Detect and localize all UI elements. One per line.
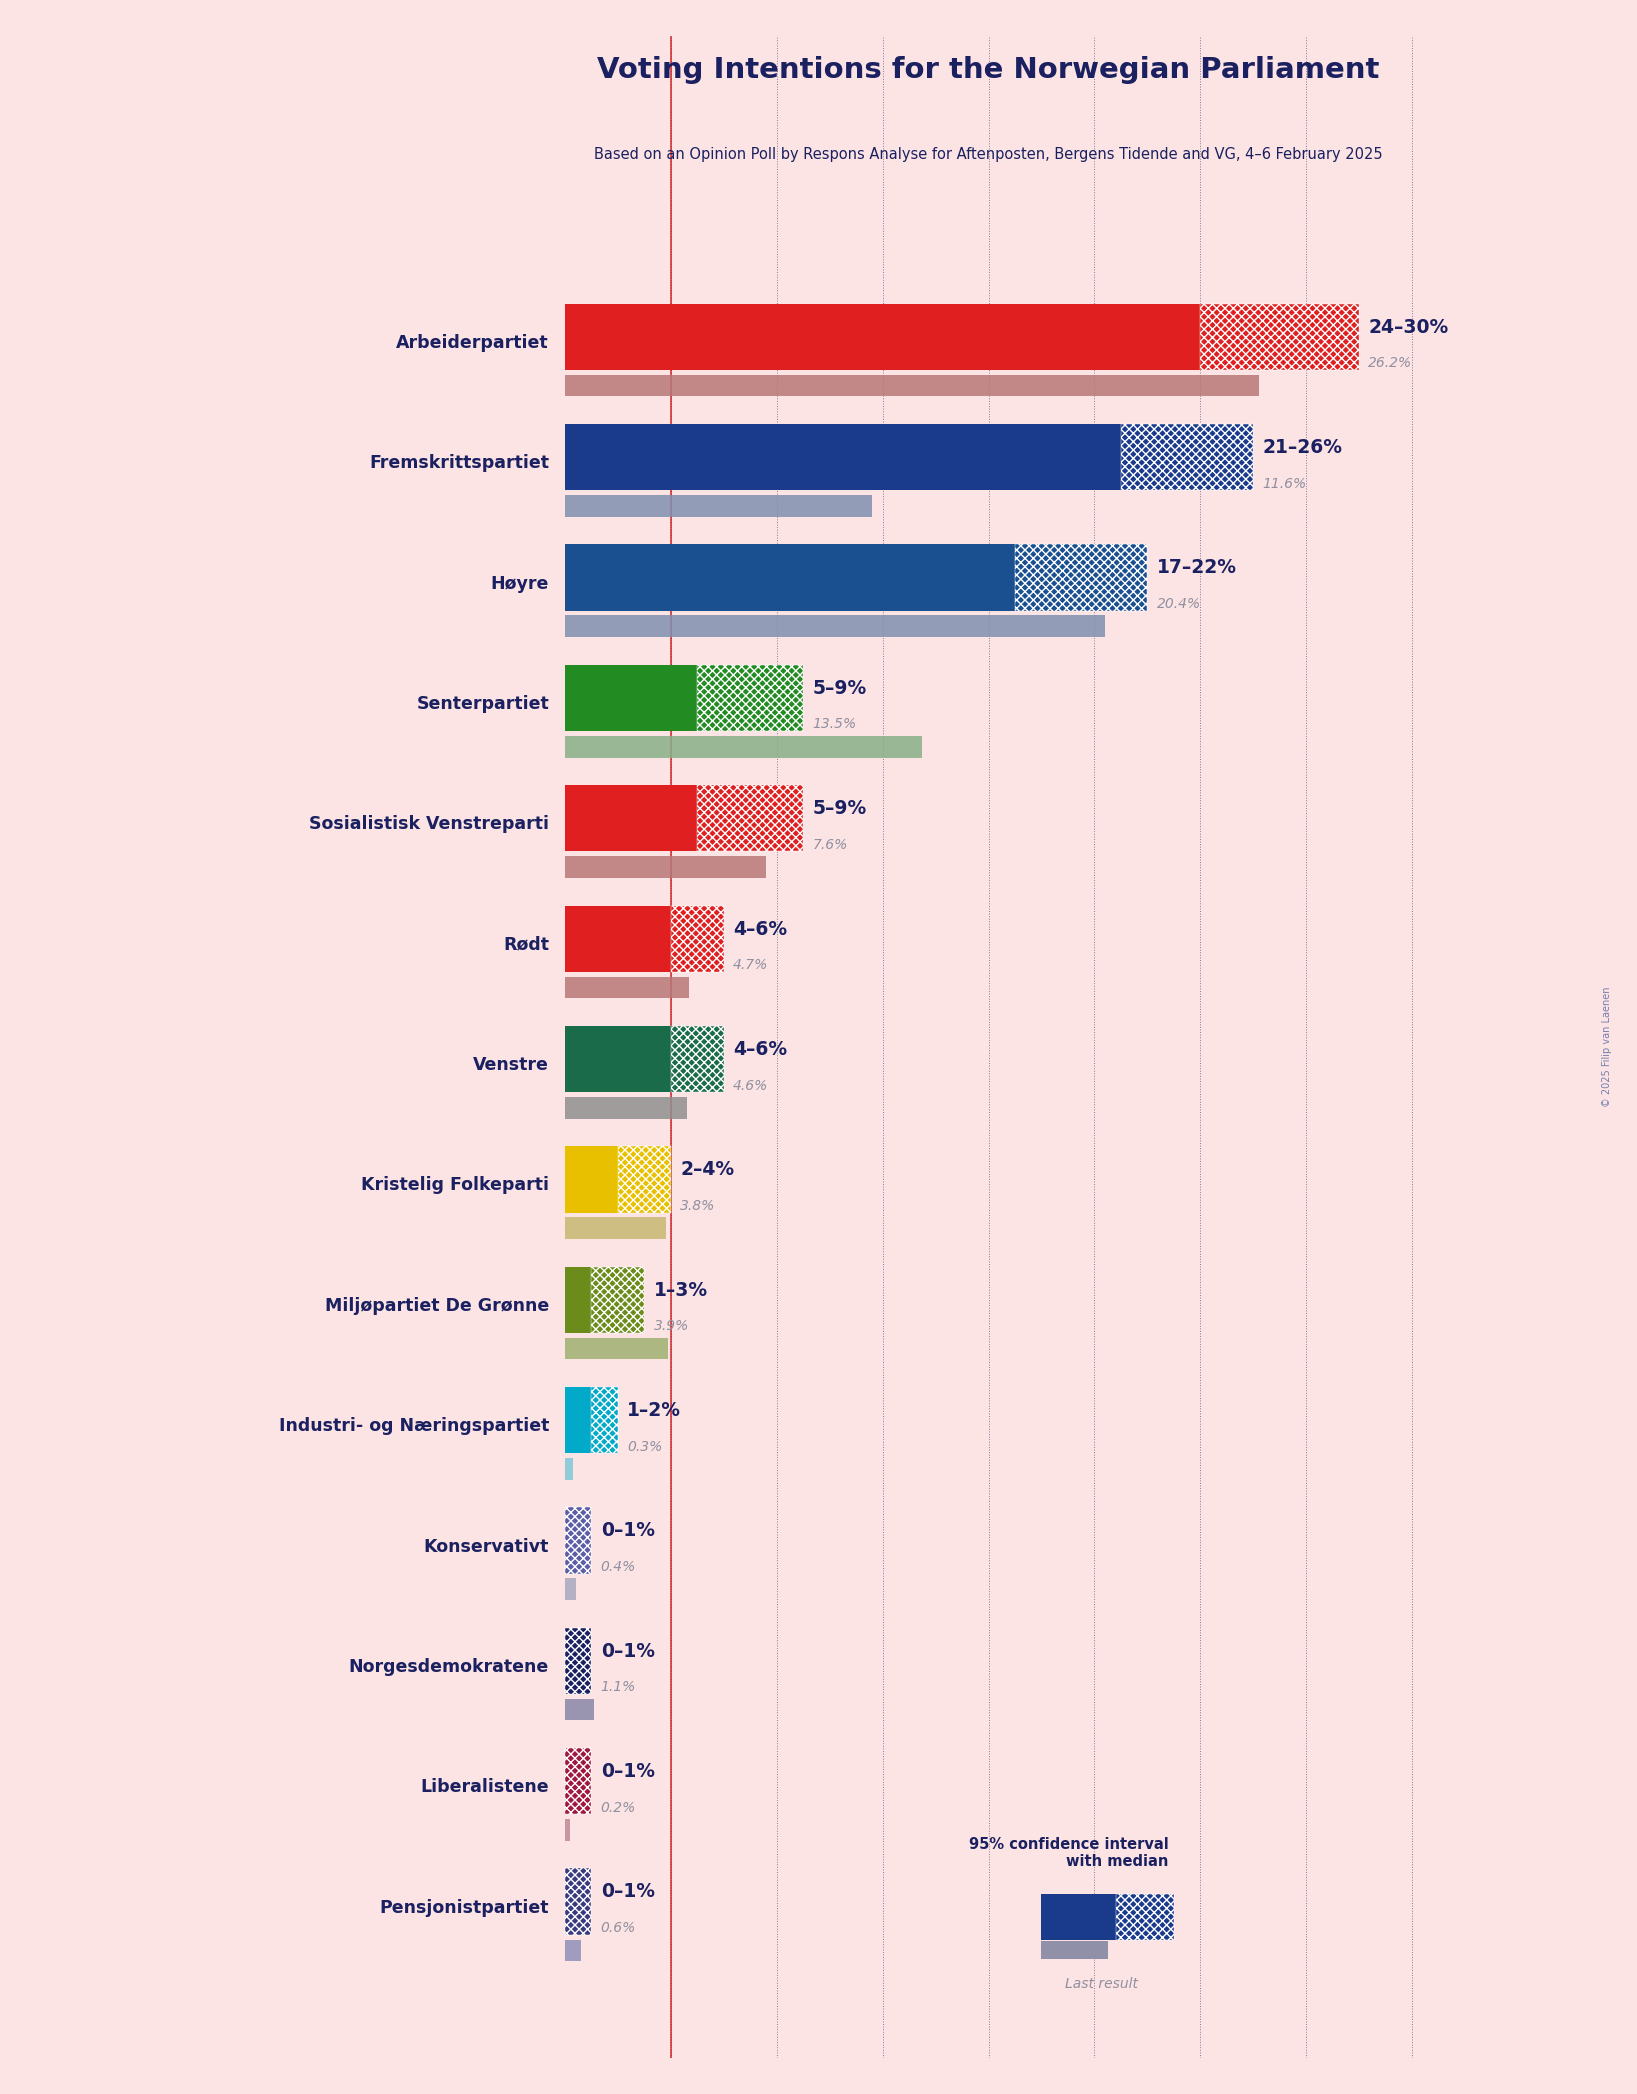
Text: Liberalistene: Liberalistene [421, 1778, 548, 1797]
Bar [565, 1508, 591, 1573]
Text: 5–9%: 5–9% [812, 800, 866, 819]
Text: Based on an Opinion Poll by Respons Analyse for Aftenposten, Bergens Tidende and: Based on an Opinion Poll by Respons Anal… [594, 147, 1383, 163]
Text: 1–3%: 1–3% [653, 1282, 707, 1300]
Bar [565, 1868, 591, 1935]
Text: 24–30%: 24–30% [1369, 318, 1449, 337]
Text: 3.8%: 3.8% [679, 1200, 715, 1212]
Bar [565, 735, 922, 758]
Text: 4–6%: 4–6% [733, 919, 787, 938]
Bar [565, 1097, 686, 1118]
Text: 95% confidence interval
with median: 95% confidence interval with median [969, 1836, 1169, 1870]
Text: 0.4%: 0.4% [601, 1560, 635, 1575]
Text: 5–9%: 5–9% [812, 678, 866, 697]
Bar [565, 1820, 570, 1841]
Text: Pensjonistpartiet: Pensjonistpartiet [380, 1899, 548, 1916]
Bar [565, 1698, 594, 1721]
Text: Kristelig Folkeparti: Kristelig Folkeparti [362, 1177, 548, 1194]
Bar [565, 976, 689, 999]
Bar [565, 544, 1015, 611]
Bar [1041, 1941, 1108, 1958]
Text: Miljøpartiet De Grønne: Miljøpartiet De Grønne [324, 1296, 548, 1315]
Text: 0–1%: 0–1% [601, 1883, 655, 1901]
Bar [565, 1457, 573, 1480]
Bar [671, 905, 724, 972]
Bar [565, 1338, 668, 1359]
Text: 3.9%: 3.9% [653, 1319, 689, 1334]
Text: 7.6%: 7.6% [812, 838, 848, 852]
Text: Venstre: Venstre [473, 1055, 548, 1074]
Text: 0–1%: 0–1% [601, 1522, 655, 1541]
Bar [565, 425, 1121, 490]
Text: Konservativt: Konservativt [424, 1537, 548, 1556]
Text: Senterpartiet: Senterpartiet [416, 695, 548, 712]
Bar [565, 1939, 581, 1962]
Bar [591, 1267, 645, 1334]
Bar [565, 1627, 591, 1694]
Text: Sosialistisk Venstreparti: Sosialistisk Venstreparti [309, 815, 548, 833]
Text: Arbeiderpartiet: Arbeiderpartiet [396, 333, 548, 352]
Bar [1115, 1895, 1174, 1941]
Bar [565, 1748, 591, 1813]
Bar [565, 785, 697, 852]
Bar [1200, 304, 1359, 371]
Bar [565, 664, 697, 731]
Bar [565, 1145, 617, 1212]
Text: © 2025 Filip van Laenen: © 2025 Filip van Laenen [1603, 986, 1612, 1108]
Text: 2–4%: 2–4% [679, 1160, 735, 1179]
Text: Fremskrittspartiet: Fremskrittspartiet [368, 454, 548, 473]
Text: 20.4%: 20.4% [1157, 597, 1202, 611]
Text: 0–1%: 0–1% [601, 1761, 655, 1782]
Bar [697, 785, 804, 852]
Text: 1.1%: 1.1% [601, 1679, 635, 1694]
Text: 0.3%: 0.3% [627, 1439, 663, 1453]
Bar [565, 1217, 666, 1240]
Text: Rødt: Rødt [503, 936, 548, 953]
Text: 21–26%: 21–26% [1262, 438, 1342, 456]
Bar [565, 616, 1105, 637]
Bar [697, 664, 804, 731]
Text: 0–1%: 0–1% [601, 1642, 655, 1661]
Bar [565, 856, 766, 877]
Text: 4.6%: 4.6% [733, 1078, 768, 1093]
Bar [1015, 544, 1148, 611]
Bar [565, 905, 671, 972]
Text: 0.2%: 0.2% [601, 1801, 635, 1815]
Text: 4–6%: 4–6% [733, 1041, 787, 1060]
Text: 4.7%: 4.7% [733, 959, 768, 972]
Bar [671, 1026, 724, 1093]
Bar [565, 1386, 591, 1453]
Text: 11.6%: 11.6% [1262, 477, 1306, 490]
Bar [565, 1267, 591, 1334]
Bar [617, 1145, 671, 1212]
Text: Last result: Last result [1064, 1977, 1138, 1991]
Bar [591, 1386, 617, 1453]
Bar [565, 304, 1200, 371]
Bar [565, 375, 1259, 396]
Text: 0.6%: 0.6% [601, 1920, 635, 1935]
Bar [1041, 1895, 1115, 1941]
Bar [565, 494, 873, 517]
Text: 17–22%: 17–22% [1157, 559, 1236, 578]
Bar [1121, 425, 1254, 490]
Text: Voting Intentions for the Norwegian Parliament: Voting Intentions for the Norwegian Parl… [598, 57, 1380, 84]
Bar [565, 1579, 576, 1600]
Text: Norgesdemokratene: Norgesdemokratene [349, 1658, 548, 1675]
Text: Høyre: Høyre [491, 574, 548, 593]
Bar [565, 1026, 671, 1093]
Text: 13.5%: 13.5% [812, 718, 856, 731]
Text: 26.2%: 26.2% [1369, 356, 1413, 371]
Text: Industri- og Næringspartiet: Industri- og Næringspartiet [278, 1418, 548, 1434]
Text: 1–2%: 1–2% [627, 1401, 681, 1420]
